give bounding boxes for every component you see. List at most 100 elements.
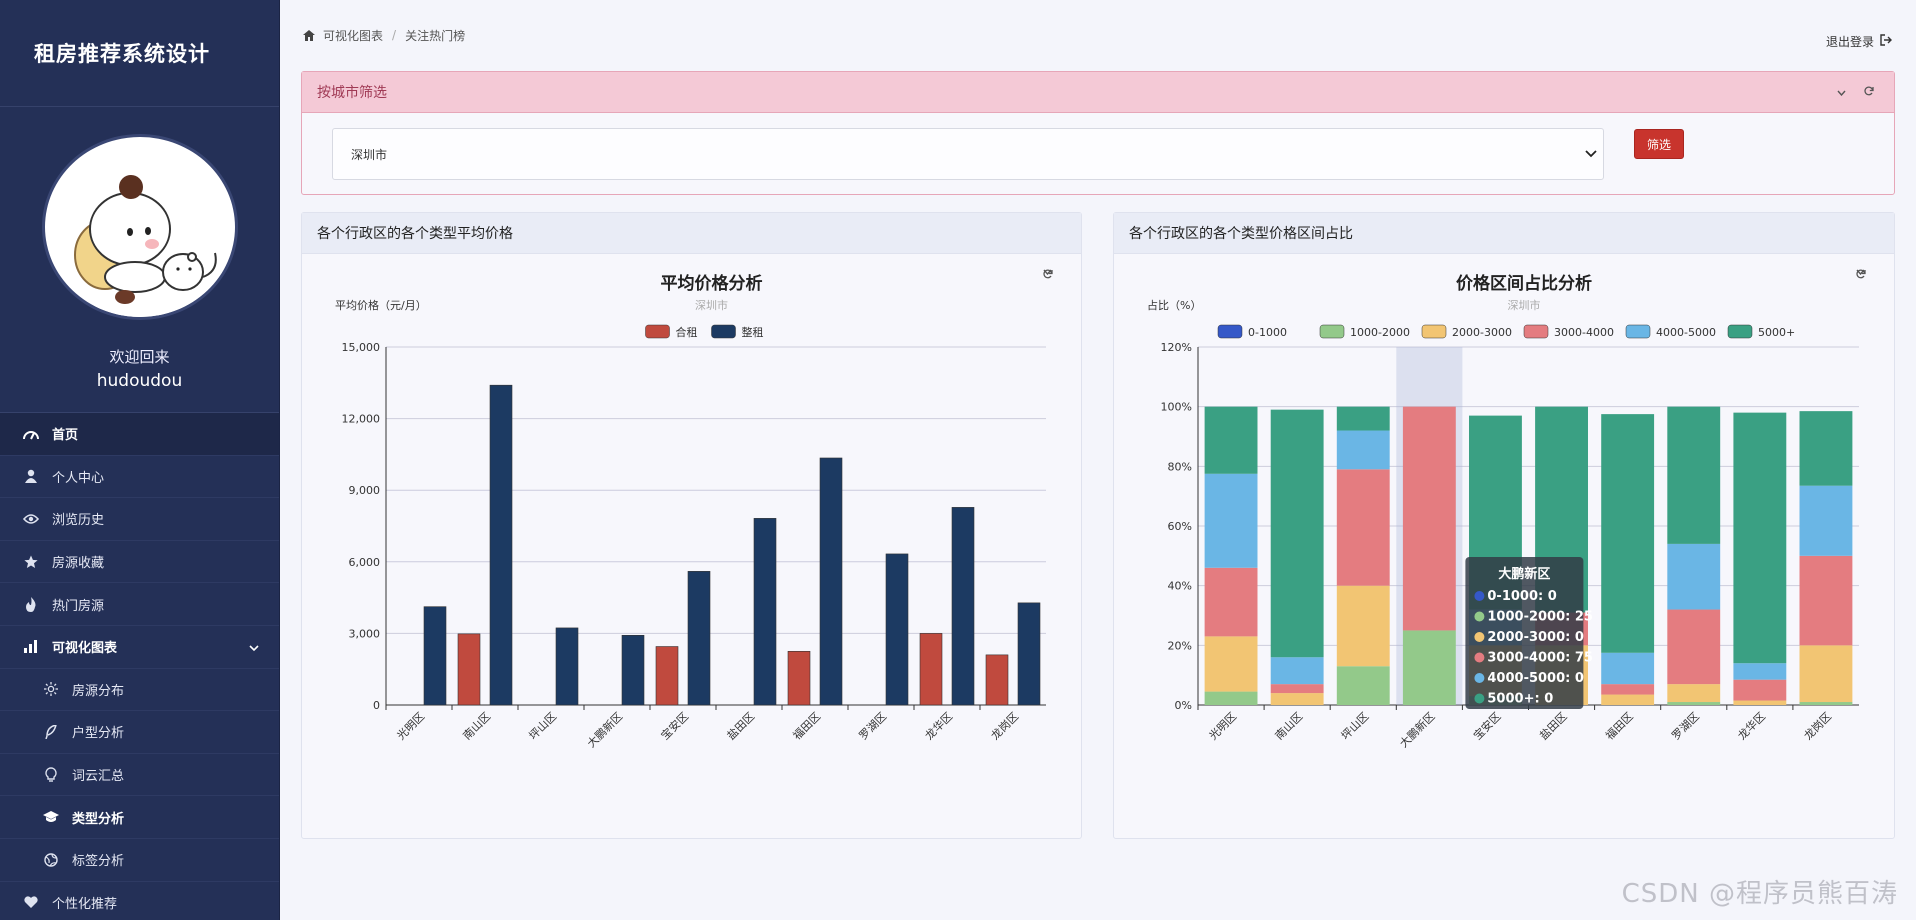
bar [885, 553, 909, 706]
x-tick-label: 福田区 [790, 709, 823, 742]
city-select[interactable]: 深圳市 [332, 128, 1604, 180]
bar-segment [1336, 430, 1390, 470]
tooltip-marker [1474, 632, 1485, 642]
bar-segment [1799, 645, 1853, 703]
x-tick-label: 盐田区 [725, 710, 758, 743]
card-title: 各个行政区的各个类型平均价格 [302, 213, 1081, 254]
bar-segment [1336, 406, 1390, 431]
bar-segment [1667, 702, 1721, 705]
bar-segment [1270, 657, 1324, 685]
logout-label: 退出登录 [1825, 35, 1874, 49]
tooltip-marker [1474, 693, 1485, 704]
bar [489, 384, 513, 706]
bar-segment [1336, 666, 1390, 705]
y-tick-label: 15,000 [342, 341, 381, 354]
breadcrumb-link[interactable]: 可视化图表 [323, 28, 384, 43]
tooltip-line: 2000-3000: 0 [1487, 630, 1584, 645]
y-tick-label: 12,000 [342, 413, 381, 426]
sidebar-item-favorites[interactable]: 房源收藏 [0, 541, 279, 584]
legend-swatch [1217, 324, 1243, 339]
bar [1017, 602, 1041, 706]
sidebar-item-distribution[interactable]: 房源分布 [0, 669, 279, 712]
avatar [41, 134, 238, 320]
bar [687, 571, 711, 706]
bar-segment [1601, 694, 1655, 705]
breadcrumb-current: 关注热门榜 [405, 28, 466, 43]
bar-segment [1402, 406, 1456, 631]
city-filter-card: 按城市筛选 深圳市 筛选 [301, 71, 1895, 195]
chart-subtitle: 深圳市 [695, 298, 728, 312]
tooltip-line: 3000-4000: 75 [1487, 651, 1593, 666]
globe-icon [42, 852, 60, 868]
home-icon[interactable] [303, 29, 315, 41]
filter-button[interactable]: 筛选 [1634, 129, 1684, 159]
sidebar-item-recommend[interactable]: 个性化推荐 [0, 882, 279, 920]
x-tick-label: 福田区 [1603, 709, 1636, 742]
lightbulb-icon [42, 767, 60, 783]
legend-swatch [1523, 324, 1549, 339]
bar [787, 650, 811, 706]
x-tick-label: 坪山区 [527, 710, 560, 743]
y-axis-label: 平均价格（元/月） [335, 298, 427, 312]
sidebar-item-label: 个人中心 [52, 470, 105, 486]
sidebar-item-tags[interactable]: 标签分析 [0, 839, 279, 882]
y-tick-label: 6,000 [349, 556, 381, 569]
x-tick-label: 罗湖区 [857, 710, 890, 743]
legend-label: 合租 [676, 325, 698, 339]
sidebar-item-visual-charts[interactable]: 可视化图表 [0, 626, 279, 669]
username: hudoudou [96, 371, 183, 391]
chart-title: 平均价格分析 [661, 273, 763, 294]
bar [985, 654, 1009, 706]
x-tick-label: 大鹏新区 [1396, 709, 1437, 750]
x-tick-label: 龙华区 [1735, 709, 1768, 742]
sidebar-item-label: 房源分布 [72, 683, 125, 699]
legend-swatch [711, 324, 736, 339]
y-tick-label: 0 [373, 699, 380, 712]
logout-button[interactable]: 退出登录 [1826, 33, 1892, 50]
y-tick-label: 40% [1168, 580, 1192, 593]
bar-segment [1204, 636, 1258, 692]
bar-segment [1270, 693, 1324, 705]
sidebar-item-profile[interactable]: 个人中心 [0, 456, 279, 499]
chart-title: 价格区间占比分析 [1456, 273, 1592, 294]
collapse-icon[interactable] [1837, 86, 1846, 99]
bar-segment [1667, 406, 1721, 544]
user-profile: 欢迎回来 hudoudou [0, 107, 279, 413]
sidebar-item-hot[interactable]: 热门房源 [0, 583, 279, 626]
bar-chart-icon [22, 639, 40, 655]
legend-label: 整租 [742, 325, 764, 339]
legend-label: 4000-5000 [1656, 326, 1716, 339]
card-title: 各个行政区的各个类型价格区间占比 [1114, 213, 1894, 254]
welcome-text: 欢迎回来 [109, 348, 170, 366]
x-tick-label: 宝安区 [1470, 709, 1503, 742]
sign-out-icon [1880, 34, 1892, 49]
refresh-icon[interactable] [1864, 86, 1874, 99]
legend-label: 0-1000 [1248, 326, 1287, 339]
sidebar-item-type-analysis[interactable]: 类型分析 [0, 796, 279, 839]
city-select-value: 深圳市 [351, 147, 388, 162]
avg-price-card: 各个行政区的各个类型平均价格 平均价格分析 深圳市 平均价格（元/月） 0 3,000 6… [301, 212, 1082, 839]
sidebar-item-history[interactable]: 浏览历史 [0, 498, 279, 541]
legend-swatch [1421, 324, 1447, 339]
x-tick-label: 龙岗区 [1802, 710, 1835, 743]
sidebar: 租房推荐系统设计 欢迎回来 hudoudou [0, 0, 280, 920]
bar-segment [1667, 543, 1721, 610]
y-tick-label: 20% [1168, 639, 1192, 652]
heart-icon [22, 894, 40, 910]
chevron-down-icon [249, 641, 259, 656]
bar-segment [1733, 412, 1787, 664]
bar [423, 606, 447, 706]
sidebar-item-home[interactable]: 首页 [0, 413, 279, 456]
bar-segment [1799, 485, 1853, 556]
tooltip-title: 大鹏新区 [1498, 566, 1550, 582]
chevron-down-icon [1585, 147, 1597, 161]
price-range-card: 各个行政区的各个类型价格区间占比 价格区间占比分析 深圳市 占比（%） 0% 20% 40… [1113, 212, 1895, 839]
tooltip-box [1465, 557, 1584, 709]
sidebar-item-layout[interactable]: 户型分析 [0, 711, 279, 754]
bar-segment [1270, 409, 1324, 658]
bar-segment [1336, 469, 1390, 586]
bar-segment [1204, 691, 1258, 705]
sidebar-item-wordcloud[interactable]: 词云汇总 [0, 754, 279, 797]
